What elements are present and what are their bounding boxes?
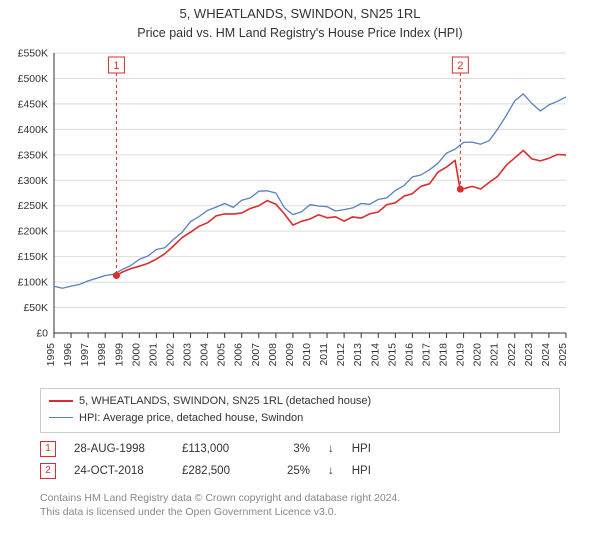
svg-text:£50K: £50K [23, 302, 48, 314]
footer-line-2: This data is licensed under the Open Gov… [40, 505, 560, 519]
annotation-date: 28-AUG-1998 [74, 443, 164, 455]
svg-text:2004: 2004 [199, 343, 211, 367]
svg-text:2023: 2023 [523, 343, 535, 367]
legend-box: 5, WHEATLANDS, SWINDON, SN25 1RL (detach… [40, 388, 560, 433]
annotation-price: £282,500 [182, 465, 252, 477]
svg-text:£350K: £350K [18, 149, 48, 161]
price-chart-svg: £0 £50K £100K £150K £200K £250K £300K £350K £400… [10, 47, 570, 377]
svg-text:2021: 2021 [489, 343, 501, 367]
svg-text:2001: 2001 [147, 343, 159, 367]
svg-text:£150K: £150K [18, 251, 48, 263]
legend-item-0: 5, WHEATLANDS, SWINDON, SN25 1RL (detach… [49, 393, 551, 410]
legend-swatch [49, 400, 73, 402]
chart-area: £0 £50K £100K £150K £200K £250K £300K £350K £400… [10, 47, 590, 382]
annotation-hpi-label: HPI [352, 443, 371, 455]
sale-point-2 [457, 186, 464, 193]
svg-text:2007: 2007 [250, 343, 262, 367]
svg-text:2008: 2008 [267, 343, 279, 367]
annotation-marker: 1 [40, 441, 56, 457]
svg-text:£250K: £250K [18, 200, 48, 212]
svg-text:£100K: £100K [18, 277, 48, 289]
svg-text:2009: 2009 [284, 343, 296, 367]
svg-text:1: 1 [113, 60, 119, 72]
chart-title: 5, WHEATLANDS, SWINDON, SN25 1RL [0, 6, 600, 23]
svg-text:1996: 1996 [62, 343, 74, 367]
annotation-hpi-label: HPI [352, 465, 371, 477]
svg-text:2018: 2018 [438, 343, 450, 367]
svg-text:2016: 2016 [403, 343, 415, 367]
chart-subtitle: Price paid vs. HM Land Registry's House … [0, 25, 600, 41]
svg-text:£550K: £550K [18, 48, 48, 60]
footer-line-1: Contains HM Land Registry data © Crown c… [40, 491, 560, 505]
svg-text:£300K: £300K [18, 175, 48, 187]
annotation-row-1: 1 28-AUG-1998 £113,000 3% ↓ HPI [40, 441, 560, 457]
sale-point-1 [113, 272, 120, 279]
svg-text:1995: 1995 [45, 343, 57, 367]
down-arrow-icon: ↓ [328, 443, 334, 455]
annotation-price: £113,000 [182, 443, 252, 455]
legend-item-1: HPI: Average price, detached house, Swin… [49, 410, 551, 427]
data-source-footer: Contains HM Land Registry data © Crown c… [40, 491, 560, 519]
svg-text:£200K: £200K [18, 226, 48, 238]
legend-swatch [49, 417, 73, 418]
svg-text:2025: 2025 [557, 343, 569, 367]
svg-text:£450K: £450K [18, 99, 48, 111]
svg-text:2019: 2019 [455, 343, 467, 367]
svg-text:1998: 1998 [96, 343, 108, 367]
legend-label: HPI: Average price, detached house, Swin… [79, 410, 303, 427]
svg-text:2015: 2015 [386, 343, 398, 367]
svg-text:2010: 2010 [301, 343, 313, 367]
svg-text:2022: 2022 [506, 343, 518, 367]
svg-text:2005: 2005 [216, 343, 228, 367]
svg-text:2: 2 [457, 60, 463, 72]
svg-text:2003: 2003 [182, 343, 194, 367]
annotation-pct: 25% [270, 465, 310, 477]
annotation-marker: 2 [40, 463, 56, 479]
svg-text:2011: 2011 [318, 343, 330, 366]
svg-text:2014: 2014 [369, 343, 381, 367]
svg-text:2013: 2013 [352, 343, 364, 367]
down-arrow-icon: ↓ [328, 465, 334, 477]
annotation-row-2: 2 24-OCT-2018 £282,500 25% ↓ HPI [40, 463, 560, 479]
svg-text:2017: 2017 [420, 343, 432, 367]
legend-label: 5, WHEATLANDS, SWINDON, SN25 1RL (detach… [79, 393, 371, 410]
svg-text:2012: 2012 [335, 343, 347, 367]
svg-text:£400K: £400K [18, 124, 48, 136]
svg-text:£500K: £500K [18, 73, 48, 85]
annotation-date: 24-OCT-2018 [74, 465, 164, 477]
svg-text:1999: 1999 [113, 343, 125, 367]
svg-text:2000: 2000 [130, 343, 142, 367]
svg-text:2002: 2002 [164, 343, 176, 367]
annotation-pct: 3% [270, 443, 310, 455]
svg-text:£0: £0 [36, 328, 48, 340]
sale-annotations: 1 28-AUG-1998 £113,000 3% ↓ HPI 2 24-OCT-2018 £2… [40, 441, 560, 485]
svg-text:2024: 2024 [540, 343, 552, 367]
svg-text:2020: 2020 [472, 343, 484, 367]
svg-text:2006: 2006 [233, 343, 245, 367]
svg-text:1997: 1997 [79, 343, 91, 367]
